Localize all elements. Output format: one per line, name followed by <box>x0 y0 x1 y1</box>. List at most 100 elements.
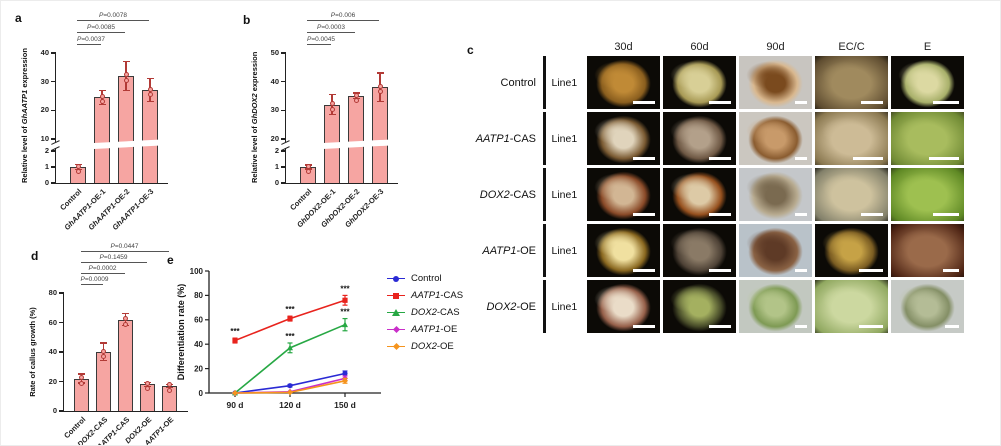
scale-bar <box>932 213 959 216</box>
line-label: Line1 <box>551 188 578 201</box>
y-tick-label: 30 <box>270 105 279 115</box>
y-tick-label: 1 <box>44 162 49 171</box>
panel-c-letter: c <box>467 43 474 57</box>
axis-break-gap <box>52 142 59 148</box>
error-cap <box>304 168 312 170</box>
legend-marker <box>387 342 405 352</box>
legend-item: AATP1-OE <box>387 324 463 335</box>
specimen-photo <box>662 112 736 165</box>
specimen-photo <box>890 224 964 277</box>
comparison-line <box>80 284 103 285</box>
figure-element: *** <box>285 332 295 341</box>
figure-element <box>232 390 238 396</box>
italic-text: DOX2 <box>486 300 517 313</box>
specimen-photo <box>814 168 888 221</box>
figure-element: -OE-3 <box>134 187 156 208</box>
figure-element <box>392 309 400 316</box>
error-cap <box>78 373 85 375</box>
italic-text: AATP1 <box>475 132 510 145</box>
y-tick-mark <box>59 321 64 324</box>
photo-strip <box>586 224 964 277</box>
error-cap <box>100 360 107 362</box>
scale-bar <box>794 325 807 328</box>
italic-text: GhDOX2 <box>250 93 259 125</box>
error-cap <box>166 386 173 388</box>
comparison-line <box>77 44 101 45</box>
figure-element <box>287 383 293 389</box>
y-tick-mark <box>51 52 56 54</box>
scale-bar <box>632 101 655 104</box>
specimen-photo <box>814 112 888 165</box>
figure-element: -OE-2 <box>340 187 362 208</box>
italic-text: P <box>316 23 322 31</box>
treatment-label: AATP1 -CAS <box>463 112 543 165</box>
specimen-row-dox2-oe: DOX2 -OE Line1 <box>463 280 964 333</box>
scale-bar <box>860 213 883 216</box>
line-chart-svg: 0 20 40 60 80 100 90 d 120 d 150 d Differentiatio… <box>176 267 381 410</box>
scale-bar <box>944 325 959 328</box>
legend-label: AATP1-CAS <box>411 290 463 301</box>
figure-element: Differentiation rate (%) <box>176 284 186 381</box>
row-divider-bar <box>543 168 546 221</box>
figure-element: -CAS <box>440 290 464 301</box>
y-tick-label: 0 <box>52 406 57 415</box>
y-tick-mark <box>281 166 286 168</box>
data-point <box>377 83 383 89</box>
y-tick-label: 20 <box>40 105 49 115</box>
data-point <box>353 92 359 98</box>
legend-label: Control <box>411 273 442 284</box>
error-cap <box>146 78 154 80</box>
figure-element: -CAS <box>436 307 460 318</box>
y-tick-mark <box>59 380 64 383</box>
scale-bar <box>794 101 807 104</box>
data-point <box>101 348 106 354</box>
figure-element: -OE-1 <box>86 187 108 208</box>
data-point <box>123 321 128 327</box>
figure-element <box>232 337 238 344</box>
figure-element: 120 d <box>279 400 301 410</box>
data-point <box>145 380 150 386</box>
y-tick-label: 2 <box>274 146 279 155</box>
p-value-label: P=0.0002 <box>88 264 117 272</box>
specimen-photo <box>890 112 964 165</box>
specimen-photo <box>738 56 812 109</box>
italic-text: P <box>110 242 115 250</box>
comparison-line <box>307 44 331 45</box>
data-point <box>79 380 84 386</box>
p-value-label: P=0.0045 <box>307 35 336 43</box>
scale-bar <box>858 325 883 328</box>
panel-d-letter: d <box>31 249 39 263</box>
figure-element: 0 <box>199 389 204 398</box>
specimen-photo <box>662 280 736 333</box>
error-cap <box>98 103 106 106</box>
scale-bar <box>708 325 731 328</box>
bar-chart-callus-growth: 0 20 40 60 80 P=0.0009 P=0.0002 P=0.1459 P=0.044… <box>27 243 188 445</box>
comparison-line <box>77 20 149 21</box>
data-point <box>305 169 311 174</box>
plot-area: 0 20 40 60 80 <box>49 288 188 415</box>
scale-bar <box>860 101 883 104</box>
figure-element <box>287 344 293 351</box>
legend-marker <box>387 325 405 335</box>
line-label: Line1 <box>551 76 578 89</box>
specimen-photo <box>890 168 964 221</box>
col-header-e: E <box>923 41 932 53</box>
scale-bar <box>632 325 655 328</box>
y-tick-label: 20 <box>48 376 57 386</box>
y-tick-label: 10 <box>40 134 49 143</box>
error-cap <box>376 72 384 74</box>
italic-text: P <box>77 35 82 43</box>
error-cap <box>328 113 336 116</box>
col-header-ecc: EC/C <box>838 41 865 53</box>
specimen-photo <box>586 168 660 221</box>
photo-strip <box>586 56 964 109</box>
y-tick-label: 1 <box>274 162 279 171</box>
data-point <box>79 375 84 381</box>
figure-element: -CAS <box>509 132 536 145</box>
specimen-photo <box>662 224 736 277</box>
p-value-label: P=0.0009 <box>80 275 109 283</box>
y-tick-label: 40 <box>48 347 57 356</box>
p-value-label: P=0.0037 <box>77 35 106 43</box>
row-divider-bar <box>543 112 546 165</box>
p-value-label: P=0.1459 <box>99 253 128 261</box>
